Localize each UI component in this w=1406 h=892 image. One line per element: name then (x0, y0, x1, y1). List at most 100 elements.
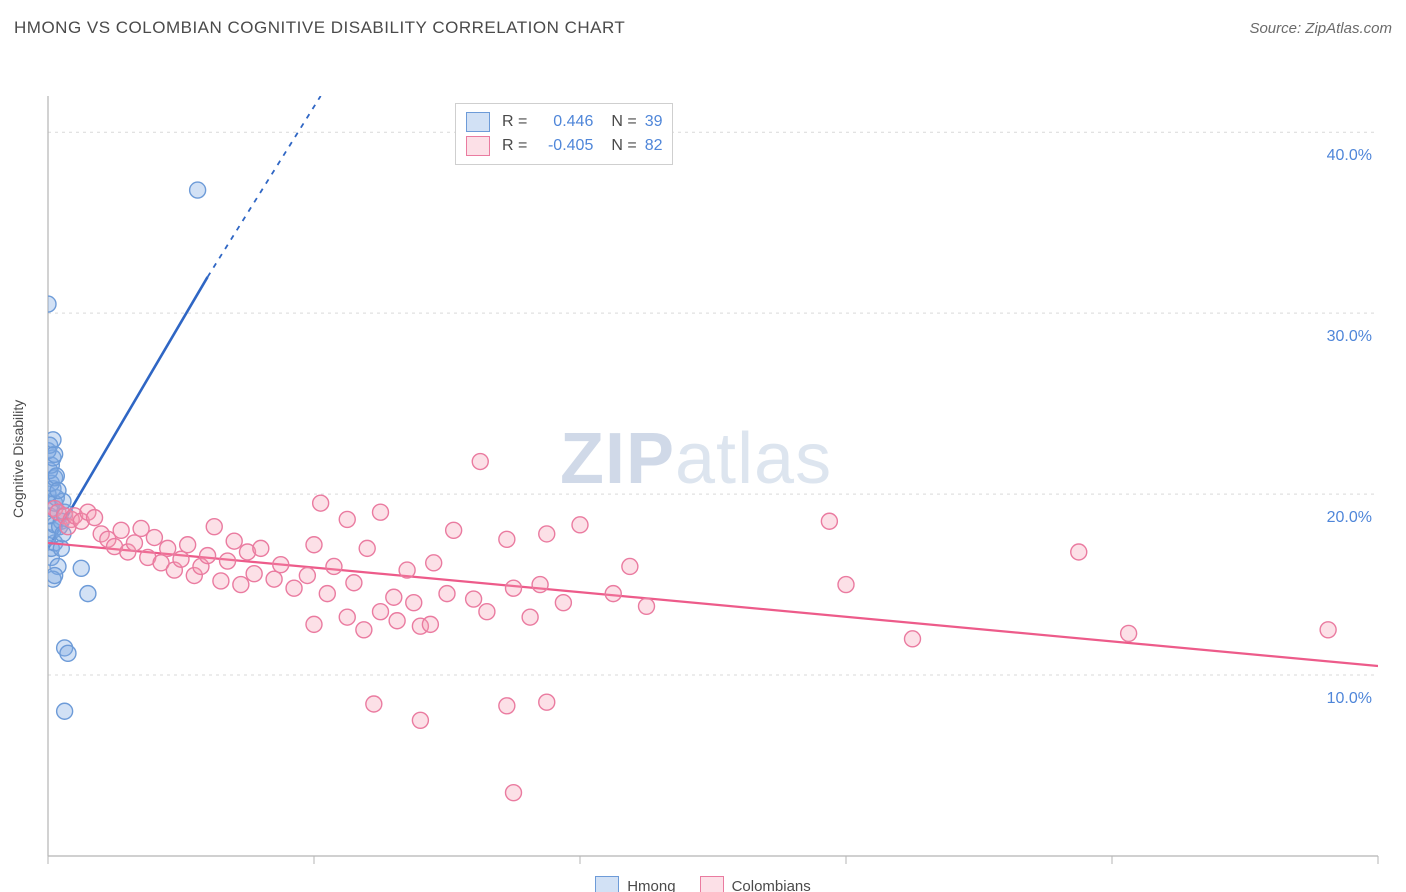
data-point (299, 568, 315, 584)
data-point (226, 533, 242, 549)
data-point (246, 566, 262, 582)
legend-label: Colombians (732, 878, 811, 892)
data-point (213, 573, 229, 589)
correlation-legend: R =0.446N =39R =-0.405N =82 (455, 103, 673, 165)
data-point (359, 540, 375, 556)
trend-line-dashed (208, 96, 321, 277)
data-point (821, 513, 837, 529)
data-point (406, 595, 422, 611)
legend-label: Hmong (627, 878, 675, 892)
data-point (160, 540, 176, 556)
legend-item: Hmong (595, 876, 675, 892)
data-point (422, 616, 438, 632)
data-point (838, 577, 854, 593)
data-point (639, 598, 655, 614)
y-tick-label: 30.0% (1327, 328, 1372, 345)
legend-row: R =-0.405N =82 (466, 134, 662, 158)
data-point (180, 537, 196, 553)
n-label: N = (611, 110, 636, 134)
trend-line (48, 543, 1378, 666)
legend-swatch (466, 136, 490, 156)
data-point (87, 510, 103, 526)
chart-title: HMONG VS COLOMBIAN COGNITIVE DISABILITY … (14, 18, 625, 38)
data-point (339, 511, 355, 527)
data-point (506, 785, 522, 801)
legend-swatch (466, 112, 490, 132)
data-point (366, 696, 382, 712)
data-point (356, 622, 372, 638)
legend-swatch (595, 876, 619, 892)
data-point (113, 522, 129, 538)
data-point (539, 694, 555, 710)
data-point (622, 558, 638, 574)
data-point (466, 591, 482, 607)
data-point (206, 519, 222, 535)
data-point (306, 537, 322, 553)
y-axis-label: Cognitive Disability (10, 400, 26, 518)
data-point (426, 555, 442, 571)
r-value: 0.446 (535, 110, 593, 134)
data-point (45, 432, 61, 448)
data-point (539, 526, 555, 542)
data-point (499, 531, 515, 547)
data-point (40, 296, 56, 312)
n-value: 82 (645, 134, 663, 158)
data-point (326, 558, 342, 574)
data-point (233, 577, 249, 593)
data-point (220, 553, 236, 569)
data-point (126, 535, 142, 551)
data-point (190, 182, 206, 198)
data-point (339, 609, 355, 625)
data-point (506, 580, 522, 596)
data-point (346, 575, 362, 591)
data-point (532, 577, 548, 593)
source-label: Source: ZipAtlas.com (1249, 20, 1392, 37)
scatter-chart: 10.0%20.0%30.0%40.0%0.0%40.0% (0, 48, 1406, 868)
data-point (286, 580, 302, 596)
legend-swatch (700, 876, 724, 892)
data-point (200, 548, 216, 564)
data-point (472, 454, 488, 470)
data-point (1071, 544, 1087, 560)
y-tick-label: 20.0% (1327, 509, 1372, 526)
data-point (905, 631, 921, 647)
data-point (80, 586, 96, 602)
data-point (446, 522, 462, 538)
n-value: 39 (645, 110, 663, 134)
data-point (1121, 625, 1137, 641)
data-point (386, 589, 402, 605)
data-point (373, 604, 389, 620)
data-point (479, 604, 495, 620)
legend-item: Colombians (700, 876, 811, 892)
data-point (412, 712, 428, 728)
data-point (57, 703, 73, 719)
chart-container: 10.0%20.0%30.0%40.0%0.0%40.0% ZIPatlas C… (0, 48, 1406, 892)
data-point (439, 586, 455, 602)
data-point (50, 482, 66, 498)
data-point (605, 586, 621, 602)
data-point (273, 557, 289, 573)
r-label: R = (502, 110, 527, 134)
data-point (47, 568, 63, 584)
data-point (319, 586, 335, 602)
r-label: R = (502, 134, 527, 158)
data-point (253, 540, 269, 556)
data-point (266, 571, 282, 587)
data-point (47, 446, 63, 462)
data-point (60, 645, 76, 661)
data-point (306, 616, 322, 632)
data-point (73, 560, 89, 576)
series-legend: Hmong Colombians (0, 876, 1406, 892)
data-point (522, 609, 538, 625)
legend-row: R = 0.446 N = 39 (466, 110, 662, 134)
n-label: N = (611, 134, 636, 158)
data-point (572, 517, 588, 533)
data-point (499, 698, 515, 714)
data-point (146, 530, 162, 546)
y-tick-label: 10.0% (1327, 690, 1372, 707)
data-point (1320, 622, 1336, 638)
data-point (48, 468, 64, 484)
y-tick-label: 40.0% (1327, 147, 1372, 164)
data-point (173, 551, 189, 567)
data-point (555, 595, 571, 611)
